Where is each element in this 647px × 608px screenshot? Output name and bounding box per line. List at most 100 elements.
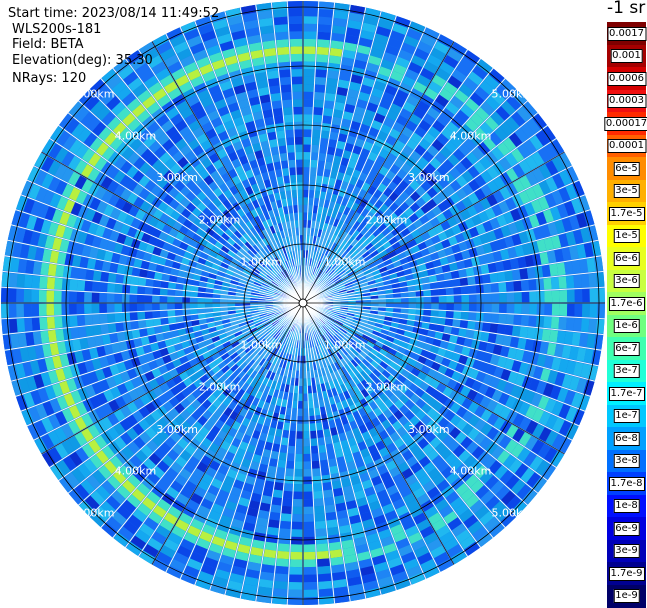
range-gate-cell xyxy=(386,299,394,303)
range-gate-cell xyxy=(61,304,69,315)
range-gate-cell xyxy=(100,324,109,334)
range-gate-cell xyxy=(498,282,506,292)
range-gate-cell xyxy=(273,588,287,597)
range-gate-cell xyxy=(461,312,469,320)
range-gate-cell xyxy=(312,461,320,469)
range-gate-cell xyxy=(269,458,278,467)
colorbar-cell: 1.7e-6 xyxy=(607,292,646,315)
range-gate-cell xyxy=(321,130,330,139)
range-gate-cell xyxy=(304,590,318,598)
range-gate-cell xyxy=(279,145,287,153)
range-gate-cell xyxy=(54,278,62,290)
range-gate-cell xyxy=(409,303,417,308)
range-gate-cell xyxy=(48,264,57,277)
colorbar-cell: 0.0003 xyxy=(607,90,646,113)
range-gate-cell xyxy=(311,453,319,461)
range-gate-cell xyxy=(293,99,302,107)
range-gate-cell xyxy=(581,318,590,332)
range-gate-cell xyxy=(514,292,522,302)
colorbar-tick-label: 3e-6 xyxy=(613,274,640,288)
range-gate-cell xyxy=(304,92,314,100)
range-gate-cell xyxy=(197,292,205,297)
range-gate-cell xyxy=(272,100,282,109)
range-gate-cell xyxy=(401,303,409,308)
range-gate-cell xyxy=(378,303,386,307)
range-gate-cell xyxy=(289,590,303,598)
range-gate-cell xyxy=(315,84,325,92)
range-gate-cell xyxy=(317,168,324,176)
range-gate-cell xyxy=(16,289,24,302)
range-gate-cell xyxy=(274,115,283,124)
range-gate-cell xyxy=(70,327,79,339)
range-gate-cell xyxy=(144,303,152,310)
range-gate-cell xyxy=(304,469,312,477)
range-gate-cell xyxy=(54,304,62,315)
range-gate-cell xyxy=(542,329,551,341)
range-gate-cell xyxy=(323,482,332,491)
range-gate-cell xyxy=(294,476,302,484)
range-gate-cell xyxy=(69,279,77,290)
range-gate-cell xyxy=(293,107,302,115)
range-gate-cell xyxy=(279,62,291,70)
range-gate-cell xyxy=(289,24,302,32)
range-gate-cell xyxy=(92,304,100,314)
range-gate-cell xyxy=(304,574,317,582)
range-gate-cell xyxy=(276,130,285,139)
range-gate-cell xyxy=(310,431,317,439)
range-gate-cell xyxy=(122,294,130,302)
range-gate-cell xyxy=(557,331,566,344)
colorbar-tick-label: 1.7e-6 xyxy=(608,297,644,311)
range-gate-cell xyxy=(31,290,39,303)
range-gate-cell xyxy=(329,55,341,64)
range-gate-cell xyxy=(145,287,153,295)
range-gate-cell xyxy=(513,315,521,325)
range-gate-cell xyxy=(316,536,328,544)
range-gate-cell xyxy=(152,311,160,318)
range-gate-cell xyxy=(168,317,176,324)
range-ring-label: 4.00km xyxy=(115,465,157,478)
range-gate-cell xyxy=(115,313,123,322)
range-gate-cell xyxy=(490,273,499,283)
colorbar-tick-label: 0.0003 xyxy=(607,94,646,108)
range-gate-cell xyxy=(292,522,302,530)
range-gate-cell xyxy=(298,393,303,401)
colorbar-cell: 0.00017 xyxy=(607,112,646,135)
range-gate-cell xyxy=(294,122,302,130)
colorbar-cell: 6e-7 xyxy=(607,337,646,360)
range-gate-cell xyxy=(303,378,307,386)
range-gate-cell xyxy=(527,267,536,279)
range-gate-cell xyxy=(296,167,302,175)
range-gate-cell xyxy=(544,304,552,315)
range-gate-cell xyxy=(288,446,295,454)
range-gate-cell xyxy=(145,311,153,319)
range-gate-cell xyxy=(93,325,102,335)
range-gate-cell xyxy=(190,297,198,302)
range-gate-cell xyxy=(275,24,288,33)
range-gate-cell xyxy=(291,182,297,190)
range-gate-cell xyxy=(284,483,293,491)
range-gate-cell xyxy=(70,267,79,279)
range-gate-cell xyxy=(40,331,49,344)
range-gate-cell xyxy=(299,212,303,220)
range-gate-cell xyxy=(78,268,87,279)
range-gate-cell xyxy=(288,152,295,160)
range-gate-cell xyxy=(386,303,394,307)
range-gate-cell xyxy=(292,197,297,205)
range-gate-cell xyxy=(318,437,325,445)
range-gate-cell xyxy=(46,290,54,302)
range-gate-cell xyxy=(317,551,329,559)
range-gate-cell xyxy=(264,117,274,126)
range-gate-cell xyxy=(279,452,287,460)
range-gate-cell xyxy=(491,313,499,322)
range-gate-cell xyxy=(401,292,409,297)
range-gate-cell xyxy=(190,309,198,315)
range-gate-cell xyxy=(272,1,286,10)
colorbar-tick-label: 0.0006 xyxy=(607,72,646,86)
range-ring-label: 5.00km xyxy=(491,88,533,101)
range-gate-cell xyxy=(461,295,469,303)
range-gate-cell xyxy=(24,304,32,317)
range-gate-cell xyxy=(295,454,302,462)
range-gate-cell xyxy=(122,304,130,312)
range-gate-cell xyxy=(160,281,168,288)
range-gate-cell xyxy=(543,316,551,328)
